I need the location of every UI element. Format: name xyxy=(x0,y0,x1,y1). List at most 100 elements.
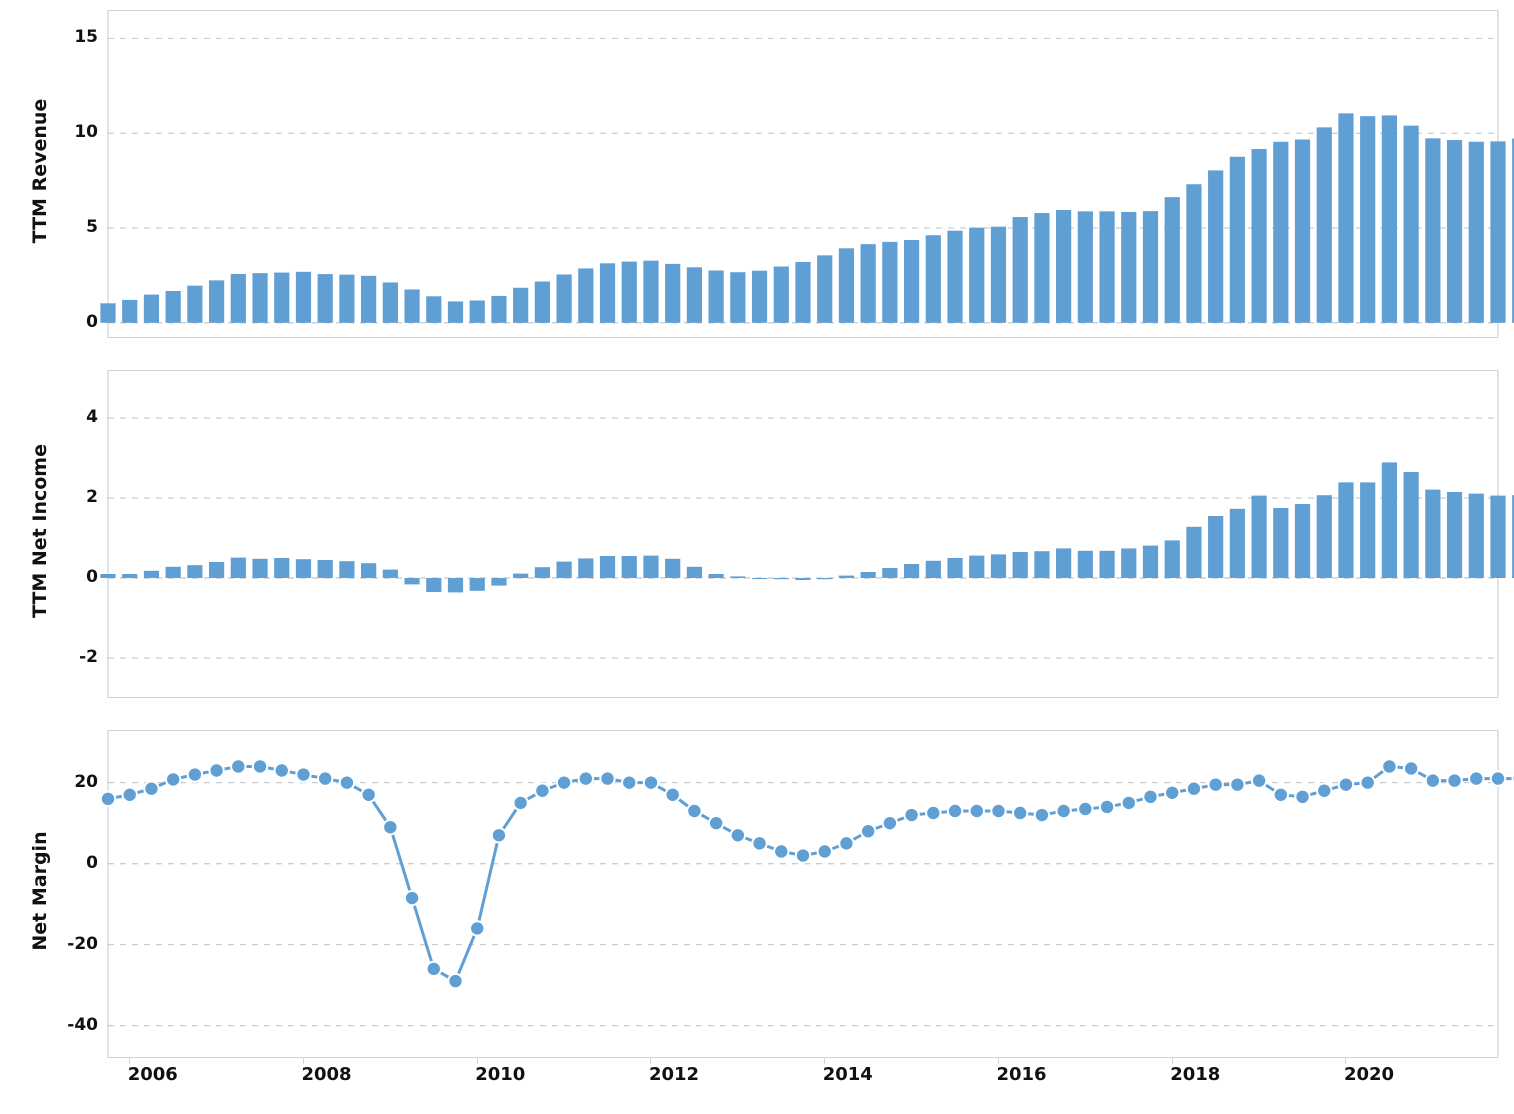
revenue-bar xyxy=(252,273,267,323)
margin-ytick-label: -40 xyxy=(38,1015,98,1035)
netincome-bar xyxy=(904,564,919,578)
netincome-bar xyxy=(665,559,680,578)
margin-marker xyxy=(948,804,962,818)
revenue-bar xyxy=(904,240,919,323)
netincome-bar xyxy=(1317,495,1332,578)
netincome-bar xyxy=(882,568,897,578)
revenue-bar xyxy=(752,271,767,323)
margin-marker xyxy=(275,763,289,777)
margin-marker xyxy=(991,804,1005,818)
netincome-bar xyxy=(947,558,962,578)
margin-marker xyxy=(1230,777,1244,791)
netincome-bar xyxy=(1056,548,1071,578)
margin-marker xyxy=(1404,761,1418,775)
revenue-bar xyxy=(1186,184,1201,323)
margin-marker xyxy=(557,775,571,789)
netincome-bar xyxy=(1469,494,1484,578)
netincome-bar xyxy=(1034,551,1049,578)
netincome-bar xyxy=(361,563,376,578)
netincome-bar xyxy=(1360,482,1375,578)
netincome-bar xyxy=(1273,508,1288,578)
margin-plot xyxy=(0,730,1514,1058)
netincome-bar xyxy=(752,578,767,579)
revenue-bar xyxy=(839,248,854,323)
margin-marker xyxy=(427,962,441,976)
netincome-bar xyxy=(426,578,441,592)
revenue-bar xyxy=(470,300,485,322)
margin-marker xyxy=(1382,759,1396,773)
margin-panel: Net Margin-40-20020 xyxy=(0,730,1514,1058)
netincome-bar xyxy=(926,561,941,578)
netincome-bar xyxy=(187,565,202,578)
netincome-bar xyxy=(1099,551,1114,578)
revenue-plot xyxy=(0,10,1514,338)
margin-marker xyxy=(513,796,527,810)
margin-marker xyxy=(904,808,918,822)
netincome-bar xyxy=(839,576,854,578)
revenue-bar xyxy=(296,272,311,323)
margin-marker xyxy=(405,891,419,905)
revenue-bar xyxy=(665,264,680,323)
revenue-bar xyxy=(1034,213,1049,323)
netincome-bar xyxy=(1013,552,1028,578)
revenue-bar xyxy=(556,274,571,322)
netincome-bar xyxy=(231,558,246,578)
netincome-bar xyxy=(578,558,593,578)
margin-marker xyxy=(1339,777,1353,791)
margin-marker xyxy=(340,775,354,789)
revenue-panel: TTM Revenue051015 xyxy=(0,10,1514,338)
margin-marker xyxy=(687,804,701,818)
margin-marker xyxy=(839,836,853,850)
revenue-bar xyxy=(448,301,463,322)
margin-marker xyxy=(144,782,158,796)
netincome-bar xyxy=(144,571,159,578)
netincome-ylabel: TTM Net Income xyxy=(29,431,51,631)
margin-marker xyxy=(1295,790,1309,804)
margin-marker xyxy=(622,775,636,789)
netincome-bar xyxy=(730,576,745,578)
margin-marker xyxy=(209,763,223,777)
revenue-bar xyxy=(578,268,593,322)
netincome-bar xyxy=(383,570,398,578)
margin-marker xyxy=(1447,773,1461,787)
margin-ytick-label: 0 xyxy=(38,853,98,873)
margin-marker xyxy=(644,775,658,789)
x-year-label: 2014 xyxy=(823,1064,873,1085)
x-year-label: 2016 xyxy=(996,1064,1046,1085)
margin-marker xyxy=(492,828,506,842)
margin-marker xyxy=(231,759,245,773)
revenue-bar xyxy=(187,286,202,323)
x-year-label: 2008 xyxy=(301,1064,351,1085)
margin-marker xyxy=(166,772,180,786)
netincome-bar xyxy=(1338,482,1353,578)
margin-marker xyxy=(709,816,723,830)
margin-marker xyxy=(1426,773,1440,787)
margin-marker xyxy=(1252,773,1266,787)
x-year-label: 2010 xyxy=(475,1064,525,1085)
revenue-bar xyxy=(231,274,246,323)
margin-marker xyxy=(579,771,593,785)
revenue-bar xyxy=(513,288,528,323)
margin-marker xyxy=(318,771,332,785)
margin-marker xyxy=(600,771,614,785)
revenue-bar xyxy=(404,289,419,322)
margin-marker xyxy=(1317,784,1331,798)
revenue-bar xyxy=(795,262,810,323)
revenue-ytick-label: 5 xyxy=(38,217,98,237)
x-year-label: 2018 xyxy=(1170,1064,1220,1085)
revenue-bar xyxy=(926,235,941,323)
margin-marker xyxy=(253,759,267,773)
revenue-bar xyxy=(122,300,137,323)
netincome-bar xyxy=(513,574,528,578)
revenue-bar xyxy=(1317,127,1332,322)
revenue-bar xyxy=(1143,211,1158,323)
revenue-bar xyxy=(600,263,615,323)
revenue-ytick-label: 10 xyxy=(38,122,98,142)
revenue-bar xyxy=(339,275,354,323)
netincome-bar xyxy=(122,574,137,578)
margin-marker xyxy=(296,767,310,781)
margin-ytick-label: 20 xyxy=(38,772,98,792)
revenue-bar xyxy=(361,276,376,323)
margin-marker xyxy=(1143,790,1157,804)
margin-marker xyxy=(1187,782,1201,796)
